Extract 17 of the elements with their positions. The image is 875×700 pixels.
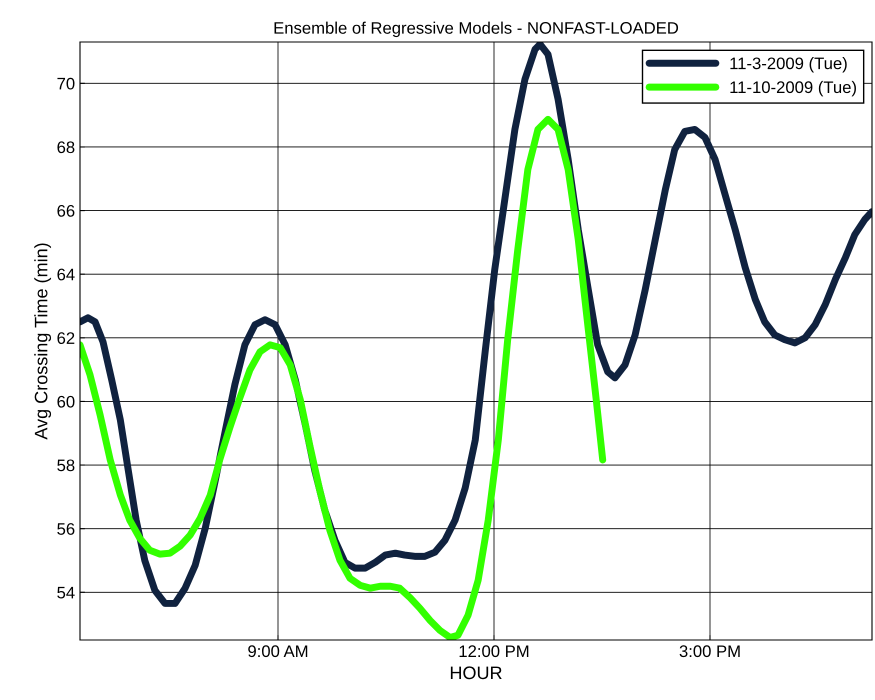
chart-title: Ensemble of Regressive Models - NONFAST-LOADED: [274, 22, 678, 38]
y-tick-label: 68: [57, 141, 74, 154]
x-tick-label: 12:00 PM: [460, 645, 528, 658]
y-tick-label: 56: [57, 523, 74, 535]
y-axis-title: Avg Crossing Time (min): [34, 243, 52, 440]
y-tick-label: 70: [57, 78, 74, 90]
y-tick-label: 58: [57, 459, 74, 472]
x-tick-label: 9:00 AM: [248, 645, 308, 658]
y-tick-label: 60: [57, 396, 74, 408]
y-tick-label: 64: [57, 268, 75, 280]
x-tick-label: 3:00 PM: [680, 645, 740, 658]
x-axis-title: HOUR: [450, 666, 502, 680]
y-tick-label: 66: [57, 204, 74, 217]
legend-label: 11-10-2009 (Tue): [730, 80, 856, 96]
y-tick-label: 62: [57, 332, 74, 344]
legend-label: 11-3-2009 (Tue): [730, 57, 847, 73]
y-tick-label: 54: [57, 586, 75, 598]
